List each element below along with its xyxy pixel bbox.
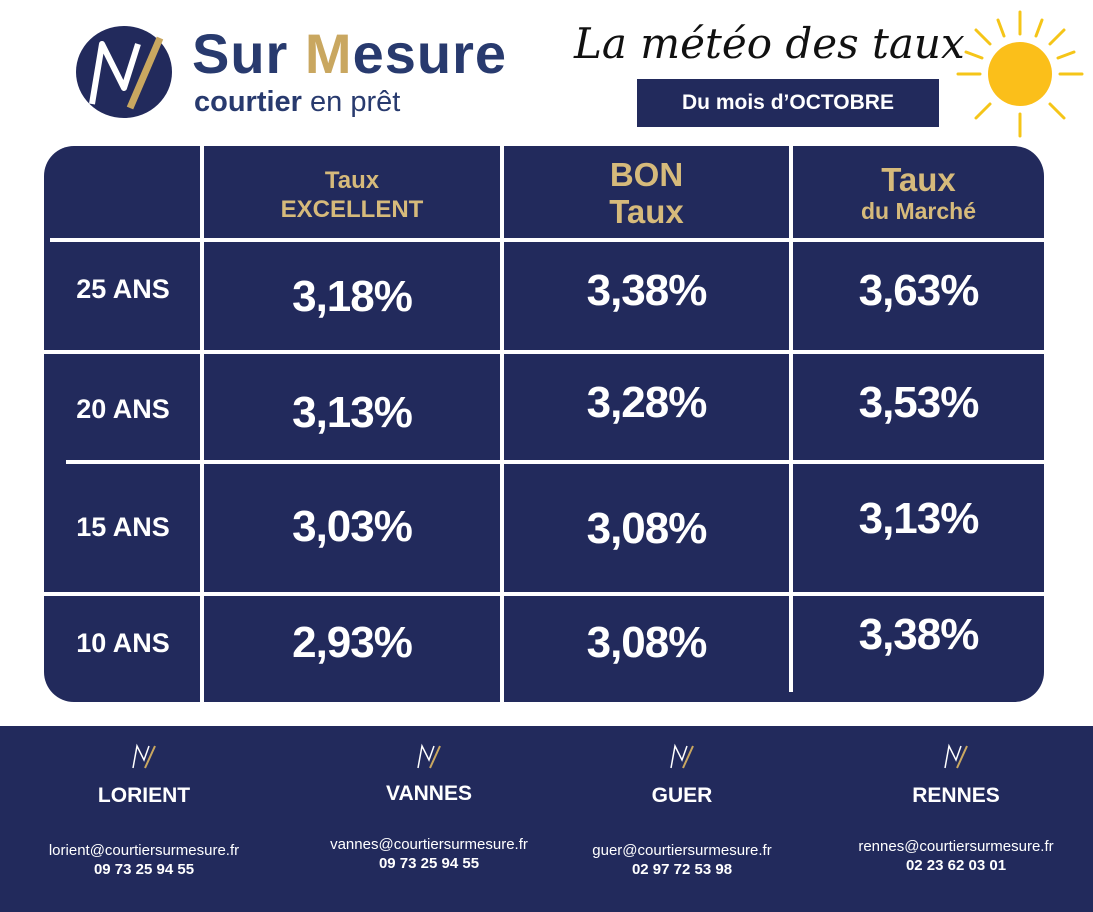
office-phone[interactable]: 09 73 25 94 55 [93,861,195,878]
office-city: VANNES [386,782,472,805]
rate-cell: 3,28% [586,378,708,427]
grid-line [44,350,1044,354]
office-guer: GUER guer@courtiersurmesure.fr 02 97 72 … [552,742,812,878]
office-email[interactable]: rennes@courtiersurmesure.fr [858,838,1054,855]
brand-tagline: courtier en prêt [194,86,401,118]
rates-table: Taux EXCELLENT BON Taux Taux du Marché 2… [44,146,1044,702]
office-email[interactable]: lorient@courtiersurmesure.fr [48,842,240,859]
brand-mini-logo-icon [670,743,694,769]
rate-cell: 2,93% [292,618,413,667]
office-phone[interactable]: 02 97 72 53 98 [631,861,733,878]
rate-cell: 3,38% [586,266,708,315]
column-header-excellent: Taux EXCELLENT [280,167,424,223]
month-badge: Du mois d’OCTOBRE [637,79,939,127]
office-email[interactable]: guer@courtiersurmesure.fr [592,842,772,859]
brand-name: Sur Mesure [192,22,508,85]
row-label: 10 ANS [76,628,170,658]
brand-logo-icon [76,26,172,118]
rate-cell: 3,08% [586,504,708,553]
rate-cell: 3,38% [858,610,980,659]
rate-cell: 3,18% [292,272,413,321]
grid-line [66,460,1044,464]
rate-cell: 3,13% [858,494,980,543]
rate-cell: 3,03% [292,502,413,551]
row-label: 15 ANS [76,512,170,542]
office-city: GUER [651,784,713,807]
footer-contacts: LORIENT lorient@courtiersurmesure.fr 09 … [0,726,1093,912]
column-header-bon: BON Taux [609,156,684,230]
rate-cell: 3,63% [858,266,980,315]
column-header-marche: Taux du Marché [860,161,977,225]
brand-mini-logo-icon [132,743,156,769]
row-label: 20 ANS [76,394,170,424]
row-label: 25 ANS [76,274,170,304]
rate-cell: 3,08% [586,618,708,667]
office-city: LORIENT [97,784,191,807]
office-phone[interactable]: 02 23 62 03 01 [905,857,1007,874]
office-email[interactable]: vannes@courtiersurmesure.fr [330,836,528,853]
office-phone[interactable]: 09 73 25 94 55 [378,855,480,872]
grid-line [200,146,204,702]
page-title: La météo des taux [574,19,965,68]
grid-line [789,146,793,692]
office-rennes: RENNES rennes@courtiersurmesure.fr 02 23… [826,742,1086,874]
grid-line [500,146,504,702]
sun-icon [956,10,1084,138]
rate-cell: 3,53% [858,378,980,427]
brand-mini-logo-icon [944,743,968,769]
office-lorient: LORIENT lorient@courtiersurmesure.fr 09 … [14,742,274,878]
brand-mini-logo-icon [417,743,441,769]
rate-cell: 3,13% [292,388,413,437]
grid-line [44,592,1044,596]
grid-line [50,238,1044,242]
office-city: RENNES [912,784,1000,807]
office-vannes: VANNES vannes@courtiersurmesure.fr 09 73… [299,742,559,872]
